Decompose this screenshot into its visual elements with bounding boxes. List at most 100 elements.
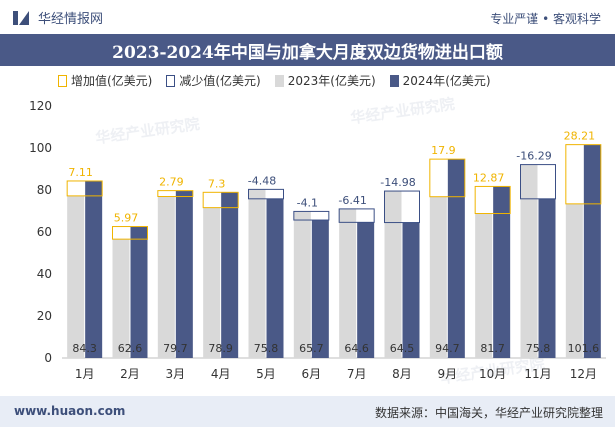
change-label: 2.79 xyxy=(159,176,184,189)
bar-2024 xyxy=(538,198,556,358)
change-label: 7.11 xyxy=(68,166,93,179)
bar-2023 xyxy=(203,207,221,358)
bar-2024 xyxy=(357,222,375,358)
y-tick-label: 100 xyxy=(29,141,52,155)
legend-2023-label: 2023年(亿美元) xyxy=(287,74,376,88)
bar-2024 xyxy=(311,220,329,358)
decrease-outline xyxy=(520,164,556,200)
increase-outline xyxy=(112,226,148,240)
value-label-2024: 75.8 xyxy=(254,342,279,355)
bar-2023 xyxy=(565,203,583,358)
x-tick-label: 8月 xyxy=(392,367,412,381)
increase-outline xyxy=(565,144,602,205)
change-label: -16.29 xyxy=(516,150,551,163)
value-label-2024: 64.5 xyxy=(390,342,415,355)
bar-2024 xyxy=(447,159,465,358)
brand: 华经情报网 xyxy=(12,8,103,27)
bar-2023 xyxy=(157,196,175,358)
legend-decrease-swatch xyxy=(166,74,176,87)
value-label-2024: 65.7 xyxy=(299,342,324,355)
legend-decrease-label: 减少值(亿美元) xyxy=(179,74,261,88)
x-tick-label: 5月 xyxy=(256,367,276,381)
bar-2024 xyxy=(175,190,193,358)
footer-source: 数据来源：中国海关，华经产业研究院整理 xyxy=(374,406,603,420)
legend-increase-swatch xyxy=(58,74,67,87)
bar-chart: 0 20 40 60 80 100 120 7.11 84.3 1月 5.97 62.6 2月 2.79 7… xyxy=(29,99,606,381)
x-tick-label: 12月 xyxy=(570,367,597,381)
bar-2024 xyxy=(266,198,284,358)
increase-outline xyxy=(157,190,194,198)
increase-outline xyxy=(202,191,239,209)
value-label-2024: 94.7 xyxy=(435,342,460,355)
y-tick-label: 40 xyxy=(37,267,52,281)
slogan: 专业严谨 • 客观科学 xyxy=(490,12,601,26)
brand-name: 华经情报网 xyxy=(38,12,104,27)
legend: 增加值(亿美元) 减少值(亿美元) 2023年(亿美元) 2024年(亿美元) xyxy=(58,72,505,89)
y-tick-label: 0 xyxy=(44,351,52,365)
x-tick-label: 4月 xyxy=(211,367,231,381)
top-bar: 华经情报网 专业严谨 • 客观科学 xyxy=(0,0,615,34)
x-tick-label: 3月 xyxy=(166,367,186,381)
legend-2023-swatch xyxy=(274,74,284,87)
value-label-2024: 81.7 xyxy=(480,342,505,355)
bar-2024 xyxy=(402,222,420,358)
footer-url: www.huaon.com xyxy=(14,404,126,418)
title-bar: 2023-2024年中国与加拿大月度双边货物进出口额 xyxy=(0,34,615,66)
bar-2023 xyxy=(475,213,493,358)
bar-2023 xyxy=(339,208,357,358)
legend-increase-label: 增加值(亿美元) xyxy=(71,74,153,88)
change-label: -4.48 xyxy=(248,174,276,187)
x-tick-label: 10月 xyxy=(479,367,506,381)
change-label: 17.9 xyxy=(431,144,456,157)
change-label: 5.97 xyxy=(114,212,139,225)
value-label-2024: 64.6 xyxy=(344,342,369,355)
legend-2024: 2024年(亿美元) xyxy=(389,72,491,89)
legend-increase: 增加值(亿美元) xyxy=(58,72,152,89)
increase-outline xyxy=(66,180,103,197)
bar-2023 xyxy=(67,195,85,358)
x-tick-label: 9月 xyxy=(438,367,458,381)
change-label: 12.87 xyxy=(473,171,505,184)
legend-2024-label: 2024年(亿美元) xyxy=(402,74,491,88)
x-tick-label: 11月 xyxy=(524,367,551,381)
y-tick-label: 60 xyxy=(37,225,52,239)
chart-title: 2023-2024年中国与加拿大月度双边货物进出口额 xyxy=(112,42,503,63)
bar-2023 xyxy=(384,191,402,358)
bar-2024 xyxy=(493,186,511,358)
increase-outline xyxy=(474,185,511,215)
x-tick-label: 6月 xyxy=(302,367,322,381)
value-label-2024: 101.6 xyxy=(568,342,600,355)
legend-2023: 2023年(亿美元) xyxy=(274,72,376,89)
decrease-outline xyxy=(293,210,330,221)
value-label-2024: 84.3 xyxy=(72,342,97,355)
bar-2023 xyxy=(112,239,130,358)
bar-2024 xyxy=(85,180,103,358)
brand-logo-icon xyxy=(13,10,29,25)
y-tick-label: 20 xyxy=(37,309,52,323)
legend-2024-swatch xyxy=(389,74,399,87)
y-tick-label: 120 xyxy=(29,99,52,113)
decrease-outline xyxy=(248,188,284,200)
bar-2024 xyxy=(583,144,601,358)
increase-outline xyxy=(429,158,466,198)
bar-2023 xyxy=(248,189,266,358)
change-label: -6.41 xyxy=(338,194,366,207)
x-tick-label: 2月 xyxy=(120,367,140,381)
change-label: 7.3 xyxy=(208,177,226,190)
x-tick-label: 1月 xyxy=(75,367,95,381)
footer: www.huaon.com 数据来源：中国海关，华经产业研究院整理 xyxy=(0,396,615,427)
legend-decrease: 减少值(亿美元) xyxy=(166,72,261,89)
decrease-outline xyxy=(338,208,375,223)
bar-2024 xyxy=(221,192,239,358)
bar-2023 xyxy=(520,164,538,358)
value-label-2024: 62.6 xyxy=(118,342,143,355)
value-label-2024: 78.9 xyxy=(208,342,233,355)
change-label: -4.1 xyxy=(297,196,318,209)
bar-2023 xyxy=(293,211,311,358)
bar-2023 xyxy=(429,196,447,358)
y-tick-label: 80 xyxy=(37,183,52,197)
change-label: -14.98 xyxy=(380,176,415,189)
value-label-2024: 79.7 xyxy=(163,342,188,355)
value-label-2024: 75.8 xyxy=(526,342,551,355)
